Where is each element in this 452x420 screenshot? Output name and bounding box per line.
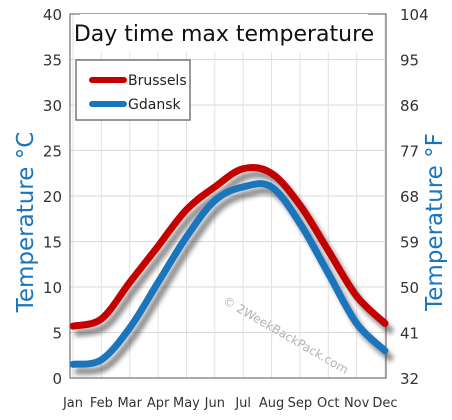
x-tick-label: Jan	[62, 396, 83, 411]
y2-tick-label: 32	[400, 370, 419, 388]
x-tick-label: Nov	[344, 396, 370, 411]
y-tick-label: 5	[52, 325, 62, 343]
y-tick-label: 35	[43, 52, 62, 70]
legend-box	[75, 59, 191, 121]
series-lines	[69, 164, 394, 375]
series-line-gdansk	[69, 180, 389, 368]
y2-tick-label: 50	[400, 279, 419, 297]
y-tick-label: 15	[43, 234, 62, 252]
y2-tick-label: 68	[400, 188, 419, 206]
x-tick-label: Sep	[288, 396, 313, 411]
series-line-brussels	[69, 164, 389, 330]
y-tick-label: 25	[43, 143, 62, 161]
x-tick-label: Dec	[372, 396, 397, 411]
x-axis: Jan Feb Mar Apr May Jun Jul Aug Sep Oct Nov Dec	[62, 396, 398, 411]
y-axis-right-label: Temperature °F	[422, 133, 448, 312]
y2-tick-label: 77	[400, 143, 419, 161]
legend-label-brussels: Brussels	[128, 73, 187, 89]
y2-tick-label: 104	[400, 6, 429, 24]
y-tick-label: 0	[52, 370, 62, 388]
watermark-text: © 2WeekBackPack.com	[221, 293, 351, 376]
x-tick-label: May	[173, 396, 200, 411]
watermark: © 2WeekBackPack.com	[221, 293, 351, 376]
x-tick-label: Aug	[259, 396, 284, 411]
x-tick-label: Feb	[90, 396, 113, 411]
y2-tick-label: 41	[400, 325, 419, 343]
y2-tick-label: 59	[400, 234, 419, 252]
y2-tick-label: 86	[400, 97, 419, 115]
x-tick-label: Jun	[204, 396, 225, 411]
y-tick-label: 40	[43, 6, 62, 24]
x-tick-label: Jul	[234, 396, 251, 411]
y2-tick-label: 95	[400, 52, 419, 70]
x-tick-label: Oct	[317, 396, 339, 411]
chart-title: Day time max temperature	[74, 22, 374, 47]
y-tick-label: 30	[43, 97, 62, 115]
x-tick-label: Mar	[117, 396, 142, 411]
y-tick-label: 20	[43, 188, 62, 206]
title-box: Day time max temperature	[74, 14, 374, 52]
y-axis-left-label: Temperature °C	[13, 132, 39, 314]
y-tick-label: 10	[43, 279, 62, 297]
legend: Brussels Gdansk	[75, 59, 191, 121]
x-tick-label: Apr	[147, 396, 170, 411]
y-axis-left: 0 5 10 15 20 25 30 35 40	[43, 6, 62, 388]
y-axis-right: 32 41 50 59 68 77 86 95 104	[400, 6, 429, 388]
legend-label-gdansk: Gdansk	[128, 97, 181, 113]
